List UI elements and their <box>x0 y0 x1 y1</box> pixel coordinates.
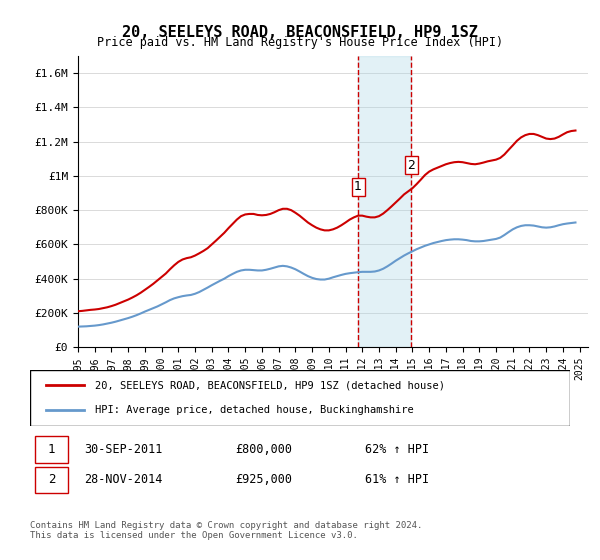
Text: 1: 1 <box>48 443 55 456</box>
FancyBboxPatch shape <box>35 436 68 463</box>
Text: £800,000: £800,000 <box>235 443 292 456</box>
FancyBboxPatch shape <box>35 467 68 493</box>
Text: 20, SEELEYS ROAD, BEACONSFIELD, HP9 1SZ: 20, SEELEYS ROAD, BEACONSFIELD, HP9 1SZ <box>122 25 478 40</box>
Text: 2: 2 <box>407 158 415 171</box>
Text: 20, SEELEYS ROAD, BEACONSFIELD, HP9 1SZ (detached house): 20, SEELEYS ROAD, BEACONSFIELD, HP9 1SZ … <box>95 380 445 390</box>
Text: Contains HM Land Registry data © Crown copyright and database right 2024.
This d: Contains HM Land Registry data © Crown c… <box>30 521 422 540</box>
Text: Price paid vs. HM Land Registry's House Price Index (HPI): Price paid vs. HM Land Registry's House … <box>97 36 503 49</box>
Text: 2: 2 <box>48 473 55 487</box>
Text: 30-SEP-2011: 30-SEP-2011 <box>84 443 163 456</box>
Text: 62% ↑ HPI: 62% ↑ HPI <box>365 443 429 456</box>
Text: 61% ↑ HPI: 61% ↑ HPI <box>365 473 429 487</box>
FancyBboxPatch shape <box>30 370 570 426</box>
Text: HPI: Average price, detached house, Buckinghamshire: HPI: Average price, detached house, Buck… <box>95 405 413 415</box>
Bar <box>358 56 411 347</box>
Text: £925,000: £925,000 <box>235 473 292 487</box>
Text: 28-NOV-2014: 28-NOV-2014 <box>84 473 163 487</box>
Text: 1: 1 <box>354 180 362 193</box>
